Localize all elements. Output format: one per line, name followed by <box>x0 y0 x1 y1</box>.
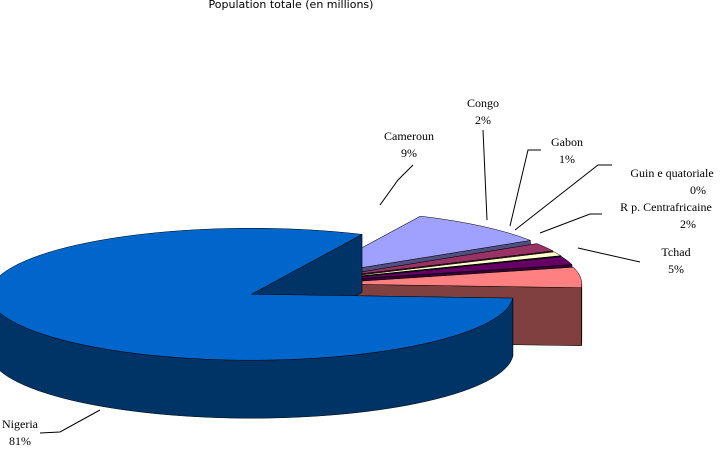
leader-line <box>39 409 101 434</box>
slice-value-label: 2% <box>680 217 696 231</box>
slice-value-label: 2% <box>475 113 491 127</box>
slice-value-label: 81% <box>9 434 31 448</box>
slice-value-label: 9% <box>401 146 417 160</box>
slice-label: Tchad <box>661 245 690 259</box>
slice-label: Congo <box>467 96 499 110</box>
slice <box>319 266 583 288</box>
leader-line <box>539 213 602 234</box>
slice-label: Nigeria <box>2 417 39 431</box>
slice-value-label: 5% <box>668 262 684 276</box>
leader-line <box>379 164 414 206</box>
leader-line <box>577 247 641 263</box>
slice-group <box>0 227 514 419</box>
leader-line <box>509 149 541 227</box>
slice <box>318 256 573 282</box>
slice <box>317 251 562 281</box>
leader-line <box>514 164 612 231</box>
chart-title: Population totale (en millions) <box>209 0 374 11</box>
slice-label: Cameroun <box>384 129 434 143</box>
slice-value-label: 1% <box>559 152 575 166</box>
slice-label: R p. Centrafricaine <box>620 200 712 214</box>
slice-value-label: 0% <box>690 183 706 197</box>
slice-label: Guin e quatoriale <box>630 166 713 180</box>
slice <box>309 215 532 277</box>
slice-label: Gabon <box>551 135 583 149</box>
slice <box>0 227 514 361</box>
slice <box>316 243 554 280</box>
leader-line <box>482 129 488 221</box>
